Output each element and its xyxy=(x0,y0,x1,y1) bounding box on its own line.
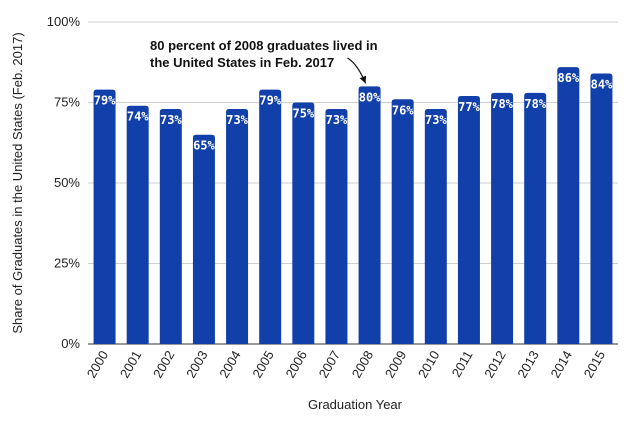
bar-2003 xyxy=(192,134,215,344)
bar-2004 xyxy=(226,108,249,344)
bar-2007 xyxy=(325,108,348,344)
data-label-2001: 74% xyxy=(127,110,149,124)
x-tick-label: 2014 xyxy=(547,348,574,381)
annotation-line-2: the United States in Feb. 2017 xyxy=(150,55,334,70)
data-labels: 79% 74% 73% 65% 73% 79% 75% 73% 80% 76% 73% 77% 78% 7… xyxy=(94,71,613,153)
data-label-2000: 79% xyxy=(94,94,116,108)
y-tick-label: 50% xyxy=(54,175,80,190)
y-axis-title: Share of Graduates in the United States … xyxy=(10,32,25,333)
x-tick-label: 2006 xyxy=(282,348,309,381)
x-tick-label: 2012 xyxy=(481,348,508,381)
x-tick-label: 2003 xyxy=(183,348,210,381)
data-label-2005: 79% xyxy=(259,94,281,108)
x-tick-label: 2007 xyxy=(316,348,343,381)
bar-2008 xyxy=(358,86,381,345)
data-label-2010: 73% xyxy=(425,113,447,127)
annotation-line-1: 80 percent of 2008 graduates lived in xyxy=(150,38,378,53)
x-axis-title: Graduation Year xyxy=(308,397,403,412)
x-tick-label: 2013 xyxy=(514,348,541,381)
bar-2005 xyxy=(259,89,282,345)
x-tick-label: 2009 xyxy=(382,348,409,381)
y-axis-ticks: 0% 25% 50% 75% 100% xyxy=(47,14,81,351)
bar-2001 xyxy=(126,105,149,344)
bars xyxy=(93,67,613,345)
data-label-2008: 80% xyxy=(359,90,381,104)
data-label-2012: 78% xyxy=(491,97,513,111)
x-axis-ticks: 2000 2001 2002 2003 2004 2005 2006 2007 2008 2009… xyxy=(84,348,608,381)
bar-2015 xyxy=(590,73,613,345)
x-tick-label: 2015 xyxy=(581,348,608,381)
data-label-2007: 73% xyxy=(326,113,348,127)
x-tick-label: 2000 xyxy=(84,348,111,381)
data-label-2004: 73% xyxy=(226,113,248,127)
data-label-2013: 78% xyxy=(524,97,546,111)
y-tick-label: 0% xyxy=(61,336,80,351)
x-tick-label: 2011 xyxy=(449,348,476,380)
y-tick-label: 100% xyxy=(47,14,81,29)
data-label-2009: 76% xyxy=(392,103,414,117)
bar-2011 xyxy=(457,96,480,344)
data-label-2014: 86% xyxy=(557,71,579,85)
x-tick-label: 2005 xyxy=(249,348,276,381)
bar-2006 xyxy=(292,102,315,344)
data-label-2011: 77% xyxy=(458,100,480,114)
bar-2012 xyxy=(491,92,514,344)
y-tick-label: 75% xyxy=(54,95,80,110)
x-tick-label: 2008 xyxy=(349,348,376,381)
x-tick-label: 2010 xyxy=(415,348,442,381)
annotation: 80 percent of 2008 graduates lived in th… xyxy=(150,38,378,84)
bar-2010 xyxy=(424,108,447,344)
data-label-2015: 84% xyxy=(591,78,613,92)
bar-2002 xyxy=(159,108,182,344)
annotation-arrowhead xyxy=(359,75,367,84)
x-tick-label: 2004 xyxy=(216,348,243,381)
data-label-2002: 73% xyxy=(160,113,182,127)
bar-2014 xyxy=(557,67,580,344)
y-tick-label: 25% xyxy=(54,256,80,271)
x-tick-label: 2002 xyxy=(150,348,177,381)
data-label-2003: 65% xyxy=(193,139,215,153)
data-label-2006: 75% xyxy=(292,107,314,121)
bar-2009 xyxy=(391,99,414,344)
x-tick-label: 2001 xyxy=(117,348,144,381)
bar-2000 xyxy=(93,89,116,345)
bar-2013 xyxy=(524,92,547,344)
